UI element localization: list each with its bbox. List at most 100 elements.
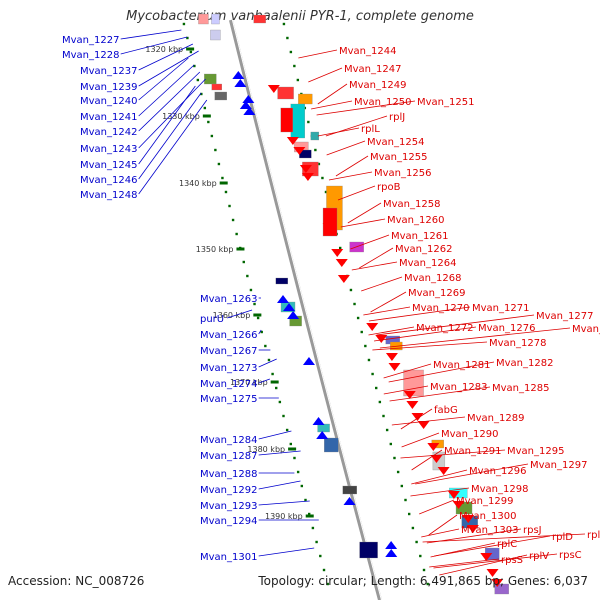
right-label-connector bbox=[311, 100, 353, 110]
right-label-connector bbox=[410, 487, 470, 497]
tick-dot bbox=[353, 302, 356, 306]
right-label-connector bbox=[350, 234, 390, 250]
tick-dot bbox=[356, 316, 360, 320]
right-gene-label: Mvan_1250 bbox=[354, 97, 411, 108]
right-gene-label: rplC bbox=[497, 539, 517, 550]
right-label-connector bbox=[389, 386, 491, 402]
tick-dot bbox=[182, 22, 186, 26]
right-label-connector bbox=[317, 83, 348, 105]
gene-block bbox=[275, 277, 289, 285]
tick-dot bbox=[196, 78, 200, 82]
gene-block bbox=[280, 107, 293, 133]
kbp-label: 1320 kbp bbox=[145, 45, 183, 54]
reverse-gene-arrow bbox=[385, 353, 398, 361]
right-gene-label: Mvan_1249 bbox=[349, 80, 406, 91]
reverse-gene-arrow bbox=[417, 421, 430, 429]
right-label-connector bbox=[430, 542, 496, 558]
tick-dot bbox=[256, 316, 260, 320]
tick-dot bbox=[286, 36, 289, 40]
right-label-connector bbox=[368, 306, 471, 322]
tick-dot bbox=[228, 204, 231, 208]
right-gene-label: Mvan_1297 bbox=[530, 460, 587, 471]
tick-dot bbox=[371, 372, 374, 376]
tick-dot bbox=[193, 64, 196, 68]
reverse-gene-arrow bbox=[335, 259, 348, 267]
kbp-label: 1340 kbp bbox=[179, 179, 217, 188]
reverse-gene-arrow bbox=[486, 569, 499, 577]
right-label-connector bbox=[316, 100, 416, 116]
gene-block bbox=[310, 131, 320, 141]
right-label-connector bbox=[370, 291, 407, 313]
right-label-connector bbox=[422, 533, 586, 543]
left-gene-label: Mvan_1245 bbox=[80, 160, 137, 171]
tick-dot bbox=[200, 92, 203, 96]
right-label-connector bbox=[359, 247, 394, 269]
right-gene-label: Mvan_1298 bbox=[471, 484, 528, 495]
tick-dot bbox=[267, 358, 271, 362]
right-gene-label: Mvan_1255 bbox=[370, 152, 427, 163]
right-gene-label: rplV bbox=[529, 551, 549, 562]
tick-dot bbox=[214, 148, 217, 152]
tick-dot bbox=[282, 414, 285, 418]
left-label-connector bbox=[227, 309, 253, 319]
forward-gene-arrow bbox=[287, 311, 300, 319]
right-gene-label: Mvan_1260 bbox=[387, 215, 444, 226]
tick-dot bbox=[203, 106, 207, 110]
right-label-connector bbox=[361, 276, 403, 292]
tick-dot bbox=[385, 428, 389, 432]
tick-dot bbox=[396, 470, 400, 474]
kbp-label: 1330 kbp bbox=[162, 112, 200, 121]
tick-dot bbox=[422, 568, 426, 572]
left-gene-label: Mvan_1274 bbox=[200, 379, 257, 390]
tick-dot bbox=[364, 344, 367, 348]
tick-dot bbox=[322, 568, 326, 572]
right-gene-label: Mvan_1254 bbox=[367, 137, 424, 148]
reverse-gene-arrow bbox=[452, 501, 465, 509]
tick-dot bbox=[282, 22, 286, 26]
right-label-connector bbox=[383, 363, 432, 379]
right-label-connector bbox=[326, 140, 366, 156]
right-label-connector bbox=[308, 67, 343, 83]
right-gene-label: rplD bbox=[552, 532, 573, 543]
tick-dot bbox=[319, 554, 322, 558]
right-label-connector bbox=[439, 554, 528, 576]
right-label-connector bbox=[363, 306, 411, 316]
right-label-connector bbox=[383, 385, 429, 395]
reverse-gene-arrow bbox=[437, 467, 450, 475]
forward-gene-arrow bbox=[234, 79, 247, 87]
tick-dot bbox=[317, 162, 321, 166]
tick-dot bbox=[314, 148, 317, 152]
left-label-connector bbox=[120, 29, 182, 40]
right-label-connector bbox=[376, 314, 535, 336]
left-gene-label: Mvan_1292 bbox=[200, 485, 257, 496]
left-gene-label: Mvan_1266 bbox=[200, 330, 257, 341]
left-gene-label: Mvan_1237 bbox=[80, 66, 137, 77]
left-label-connector bbox=[258, 547, 315, 557]
right-label-connector bbox=[328, 171, 373, 181]
right-gene-label: rpsJ bbox=[523, 525, 542, 536]
forward-gene-arrow bbox=[302, 357, 315, 365]
left-gene-label: Mvan_1275 bbox=[200, 394, 257, 405]
right-gene-label: Mvan_1278 bbox=[489, 338, 546, 349]
tick-dot bbox=[404, 498, 407, 502]
tick-dot bbox=[300, 484, 304, 488]
genome-backbone bbox=[228, 19, 382, 600]
gene-block bbox=[342, 485, 357, 495]
right-gene-label: Mvan_1269 bbox=[408, 288, 465, 299]
tick-dot bbox=[253, 302, 256, 306]
gene-block bbox=[317, 423, 330, 433]
gene-block bbox=[198, 13, 209, 25]
left-label-connector bbox=[138, 57, 189, 101]
left-gene-label: Mvan_1287 bbox=[200, 451, 257, 462]
left-gene-label: Mvan_1228 bbox=[62, 50, 119, 61]
kbp-label: 1390 kbp bbox=[265, 512, 303, 521]
right-label-connector bbox=[388, 361, 495, 383]
right-label-connector bbox=[379, 327, 571, 349]
right-gene-label: rplJ bbox=[389, 112, 405, 123]
gene-block bbox=[214, 91, 227, 101]
gene-block bbox=[494, 583, 509, 595]
right-gene-label: Mvan_1285 bbox=[492, 383, 549, 394]
right-gene-label: rpoB bbox=[377, 182, 401, 193]
kbp-tick bbox=[253, 313, 262, 317]
